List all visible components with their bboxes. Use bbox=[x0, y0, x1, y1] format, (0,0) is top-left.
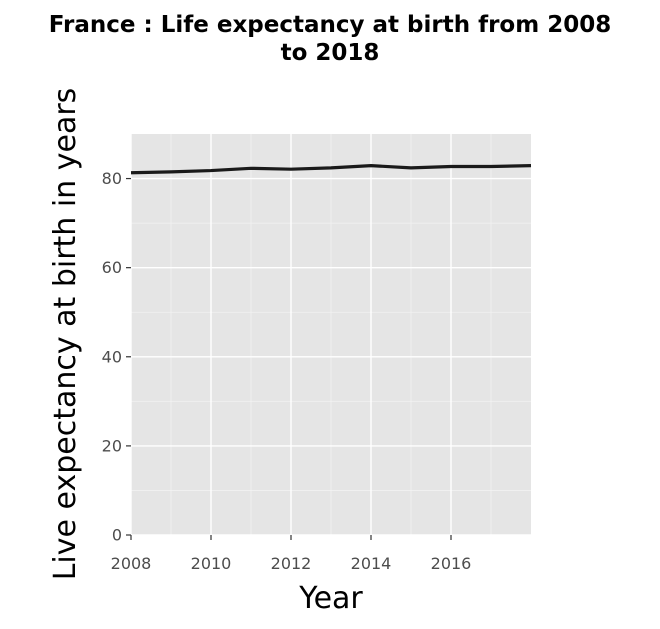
y-tick-label: 40 bbox=[102, 347, 122, 366]
x-axis-title: Year bbox=[298, 581, 363, 616]
x-tick-label: 2010 bbox=[191, 554, 232, 573]
chart-title-line-1: France : Life expectancy at birth from 2… bbox=[49, 12, 611, 38]
y-tick-label: 0 bbox=[112, 526, 122, 545]
y-tick-label: 60 bbox=[102, 258, 122, 277]
y-tick-label: 80 bbox=[102, 169, 122, 188]
chart-title-line-2: to 2018 bbox=[281, 40, 380, 66]
y-axis-title: Live expectancy at birth in years bbox=[48, 88, 83, 581]
x-tick-label: 2014 bbox=[351, 554, 392, 573]
x-tick-label: 2008 bbox=[111, 554, 152, 573]
x-tick-label: 2012 bbox=[271, 554, 312, 573]
x-tick-label: 2016 bbox=[431, 554, 472, 573]
y-tick-label: 20 bbox=[102, 436, 122, 455]
